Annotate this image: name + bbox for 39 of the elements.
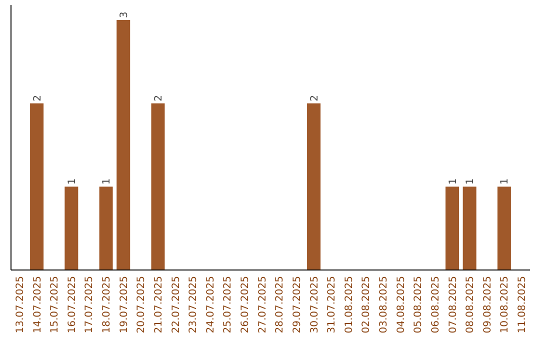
x-tick-label: 24.07.2025	[205, 276, 216, 334]
data-label: 2	[32, 94, 44, 102]
x-tick-label: 05.08.2025	[413, 276, 424, 334]
x-tick-label: 13.07.2025	[14, 276, 26, 334]
x-tick-label: 06.08.2025	[430, 276, 442, 334]
x-tick-label: 08.08.2025	[465, 276, 476, 334]
data-label: 3	[118, 12, 130, 18]
data-label: 1	[500, 178, 511, 185]
x-tick-label: 16.07.2025	[66, 276, 78, 334]
data-label: 1	[465, 178, 476, 185]
x-tick-label: 09.08.2025	[482, 276, 494, 334]
x-tick-label: 03.08.2025	[378, 276, 390, 334]
x-tick-label: 10.08.2025	[500, 276, 511, 334]
x-tick-label: 26.07.2025	[240, 276, 252, 334]
x-tick-label: 15.07.2025	[50, 276, 61, 334]
x-tick-label: 25.07.2025	[222, 276, 234, 334]
x-tick-label: 23.07.2025	[188, 276, 200, 334]
data-label: 2	[153, 94, 164, 102]
data-label: 1	[66, 178, 78, 185]
data-label: 1	[448, 178, 459, 185]
x-tick-label: 31.07.2025	[326, 276, 338, 334]
x-tick-label: 14.07.2025	[32, 276, 44, 334]
data-label: 2	[309, 94, 320, 102]
x-tick-label: 21.07.2025	[153, 276, 164, 334]
x-tick-label: 19.07.2025	[118, 276, 130, 334]
x-tick-label: 27.07.2025	[257, 276, 268, 334]
x-tick-label: 17.07.2025	[84, 276, 96, 334]
x-tick-label: 07.08.2025	[448, 276, 459, 334]
x-tick-label: 29.07.2025	[292, 276, 303, 334]
x-tick-label: 20.07.2025	[136, 276, 148, 334]
data-label: 1	[102, 178, 113, 185]
x-tick-label: 04.08.2025	[396, 276, 407, 334]
x-tick-label: 11.08.2025	[517, 276, 528, 334]
x-tick-label: 01.08.2025	[344, 276, 355, 334]
x-tick-label: 22.07.2025	[170, 276, 182, 334]
x-tick-label: 28.07.2025	[274, 276, 286, 334]
x-tick-label: 18.07.2025	[102, 276, 113, 334]
x-tick-label: 02.08.2025	[361, 276, 372, 334]
x-tick-label: 30.07.2025	[309, 276, 320, 334]
